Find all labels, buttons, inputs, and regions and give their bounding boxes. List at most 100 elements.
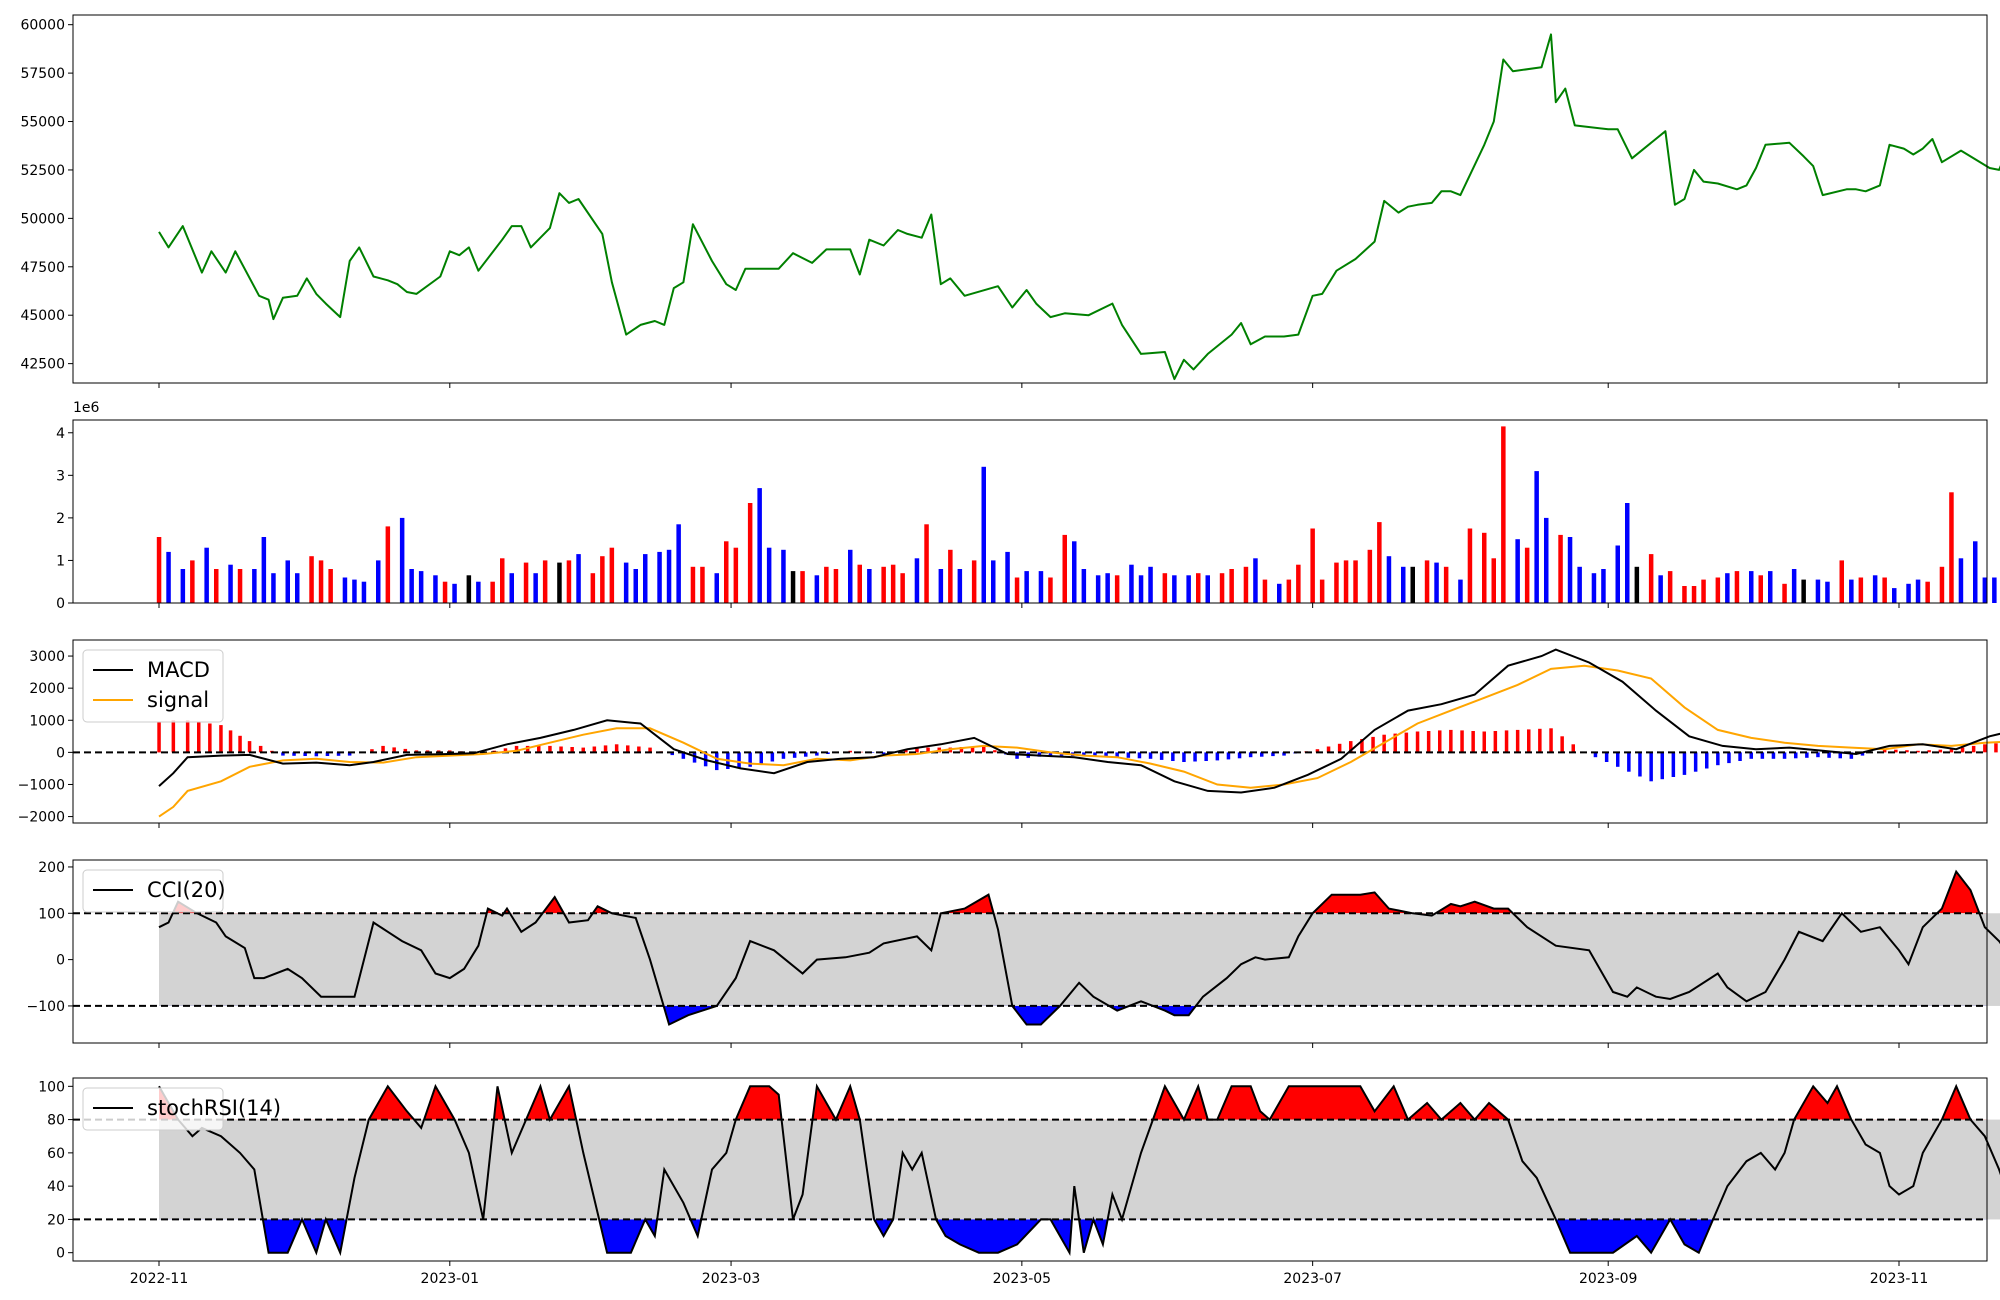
macd-histogram-bar	[1827, 752, 1831, 758]
volume-bar	[1243, 566, 1249, 603]
volume-bar	[881, 566, 886, 603]
legend-label: signal	[147, 688, 209, 712]
x-tick-label: 2022-11	[130, 1271, 189, 1287]
volume-bar	[1482, 532, 1487, 603]
macd-histogram-bar	[626, 745, 630, 753]
volume-bar	[733, 547, 739, 603]
volume-bar	[1825, 581, 1830, 603]
axes-frame	[72, 639, 1988, 824]
stochrsi-panel: 0 20 40 60 80 100 2022-11 2023-01 2023-03 2023-05…	[38, 1077, 2000, 1287]
macd-histogram-bar	[1371, 736, 1375, 753]
macd-histogram-bar	[1682, 752, 1687, 775]
volume-bar	[1024, 571, 1029, 603]
volume-bar	[1377, 522, 1382, 603]
macd-histogram-bar	[804, 752, 808, 757]
volume-bar	[1982, 577, 1988, 603]
volume-bar	[1591, 573, 1597, 603]
volume-bar	[833, 569, 839, 603]
macd-histogram-bar	[1137, 752, 1142, 759]
macd-histogram-bar	[347, 752, 352, 756]
volume-bar	[781, 549, 786, 603]
macd-histogram-bar	[1360, 739, 1364, 753]
macd-histogram-bar	[1771, 752, 1776, 759]
macd-histogram-bar	[1571, 744, 1575, 753]
axes-frame	[72, 419, 1988, 604]
y-tick-label: 20	[47, 1212, 65, 1228]
volume-bar	[824, 566, 829, 603]
macd-histogram-bar	[970, 746, 975, 753]
macd-histogram-bar	[1404, 732, 1409, 753]
macd-histogram-bar	[171, 720, 176, 753]
macd-histogram-bar	[581, 747, 585, 753]
macd-line	[158, 648, 2000, 794]
macd-histogram-bar	[926, 747, 930, 753]
volume-bar	[342, 577, 348, 603]
macd-histogram-bar	[1660, 752, 1664, 780]
macd-histogram-bar	[414, 750, 419, 753]
macd-histogram-bar	[503, 748, 508, 753]
volume-bar	[1601, 569, 1606, 603]
volume-bar	[309, 556, 314, 603]
volume-bar	[376, 560, 381, 603]
macd-histogram-bar	[1971, 745, 1976, 753]
volume-bar	[1872, 575, 1878, 603]
volume-bar	[1162, 573, 1168, 603]
y-tick-label: −1000	[18, 777, 65, 793]
macd-histogram-bar	[1515, 729, 1520, 753]
macd-histogram-bar	[1426, 731, 1431, 753]
y-tick-label: 42500	[20, 357, 65, 373]
macd-histogram-bar	[1649, 752, 1653, 782]
macd-histogram-bar	[1226, 752, 1231, 760]
macd-histogram-bar	[1949, 749, 1954, 753]
volume-bar	[1072, 541, 1077, 603]
macd-histogram-bar	[292, 752, 296, 756]
macd-histogram-bar	[1882, 749, 1887, 753]
macd-histogram-bar	[1504, 730, 1509, 753]
volume-bar	[533, 573, 538, 603]
y-tick-label: 1000	[29, 713, 65, 729]
volume-bar	[900, 573, 905, 603]
macd-histogram-bar	[1838, 752, 1842, 759]
y-tick-label: 3	[56, 468, 65, 484]
volume-bar	[1615, 545, 1620, 603]
volume-bar	[1343, 560, 1349, 603]
y-tick-label: −100	[27, 999, 65, 1015]
volume-bar	[657, 551, 662, 603]
volume-bar	[1434, 562, 1439, 603]
volume-bar	[1577, 566, 1582, 603]
y-tick-label: 0	[56, 745, 65, 761]
volume-bar	[523, 562, 529, 603]
macd-histogram-bar	[559, 746, 563, 753]
volume-bar	[509, 573, 514, 603]
macd-histogram-bar	[1994, 743, 1998, 753]
volume-bar	[1892, 588, 1897, 603]
volume-bar	[1081, 569, 1087, 603]
macd-histogram-bar	[1782, 752, 1787, 759]
volume-bar	[1634, 566, 1640, 603]
volume-bar	[1658, 575, 1663, 603]
macd-histogram-bar	[959, 747, 964, 753]
y-tick-label: 200	[38, 860, 65, 876]
y-tick-label: 100	[38, 906, 65, 922]
macd-histogram-bar	[1449, 729, 1453, 753]
macd-histogram-bar	[1215, 752, 1220, 761]
macd-histogram-bar	[859, 751, 864, 753]
volume-bar	[1014, 577, 1020, 603]
macd-histogram-bar	[1237, 752, 1242, 759]
volume-bar	[252, 569, 257, 603]
volume-bar	[991, 560, 996, 603]
cci-line	[158, 869, 2000, 1026]
volume-bar	[1296, 564, 1301, 603]
macd-histogram-bar	[815, 752, 819, 756]
cci-panel: −100 0 100 200 CCI(20)	[27, 859, 2000, 1048]
y-tick-label: 60000	[20, 18, 65, 34]
macd-histogram-bar	[436, 750, 441, 753]
y-offset-label: 1e6	[73, 400, 100, 416]
volume-bar	[1648, 554, 1654, 603]
volume-bar	[1725, 573, 1730, 603]
macd-histogram-bar	[737, 752, 741, 768]
volume-bar	[1749, 571, 1754, 603]
macd-histogram-bar	[1337, 743, 1342, 753]
volume-bar	[204, 547, 209, 603]
